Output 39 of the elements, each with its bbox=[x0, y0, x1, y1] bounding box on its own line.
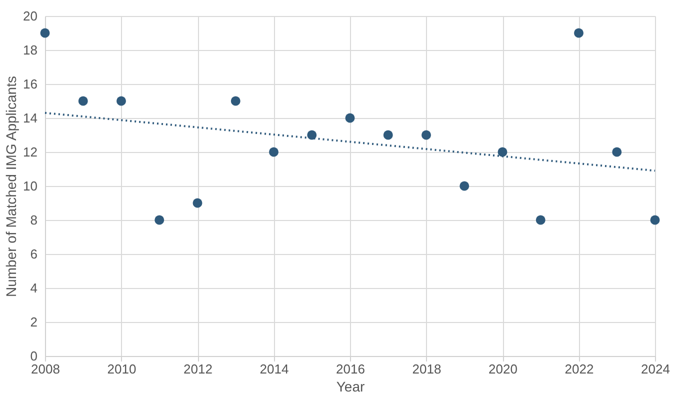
y-tick-label: 10 bbox=[23, 178, 38, 194]
x-axis-title: Year bbox=[336, 378, 365, 394]
point bbox=[536, 215, 546, 225]
point bbox=[650, 215, 660, 225]
x-tick-label: 2020 bbox=[488, 362, 518, 376]
y-tick-label: 16 bbox=[23, 76, 38, 92]
y-axis-title: Number of Matched IMG Applicants bbox=[3, 76, 20, 297]
y-tick-label: 6 bbox=[30, 246, 38, 262]
x-tick-label: 2010 bbox=[107, 362, 136, 376]
point bbox=[40, 28, 50, 38]
x-tick-label: 2012 bbox=[184, 362, 212, 376]
x-tick-label: 2014 bbox=[260, 362, 289, 376]
x-tick-label: 2018 bbox=[412, 362, 442, 376]
point bbox=[612, 147, 622, 157]
y-tick-label: 8 bbox=[30, 212, 38, 228]
point bbox=[154, 215, 164, 225]
x-tick-label: 2024 bbox=[641, 362, 670, 376]
point bbox=[460, 181, 470, 191]
point bbox=[383, 130, 393, 140]
y-tick-label: 20 bbox=[23, 8, 38, 24]
y-tick-label: 4 bbox=[30, 280, 38, 296]
point bbox=[498, 147, 508, 157]
point bbox=[345, 113, 355, 123]
y-tick-label: 0 bbox=[30, 348, 38, 364]
point bbox=[192, 198, 202, 208]
x-tick-label: 2022 bbox=[564, 362, 594, 376]
point bbox=[230, 96, 240, 106]
y-tick-label: 12 bbox=[23, 144, 38, 160]
x-tick-label: 2016 bbox=[336, 362, 365, 376]
point bbox=[574, 28, 584, 38]
y-tick-label: 14 bbox=[23, 110, 38, 126]
point bbox=[116, 96, 126, 106]
point bbox=[307, 130, 317, 140]
x-tick-label: 2008 bbox=[31, 362, 60, 376]
point bbox=[269, 147, 278, 157]
point bbox=[78, 96, 88, 106]
y-tick-label: 2 bbox=[30, 314, 38, 330]
y-tick-label: 18 bbox=[23, 42, 38, 58]
point bbox=[422, 130, 431, 140]
